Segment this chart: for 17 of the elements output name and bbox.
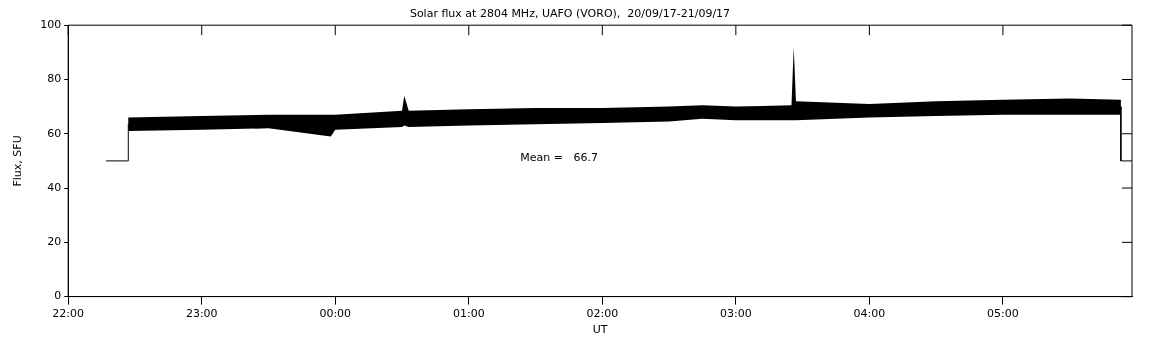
y-tick-label: 60 — [47, 126, 62, 140]
y-axis-title: Flux, SFU — [11, 135, 25, 187]
y-tick-label: 100 — [40, 18, 62, 32]
x-tick-label: 04:00 — [853, 307, 886, 321]
x-axis-title: UT — [592, 323, 608, 337]
y-tick-label: 0 — [54, 289, 62, 303]
x-tick-label: 01:00 — [452, 307, 485, 321]
x-tick-label: 00:00 — [319, 307, 352, 321]
chart-title: Solar flux at 2804 MHz, UAFO (VORO), 20/09/17-21/09/17 — [409, 7, 731, 21]
x-tick-label: 22:00 — [52, 307, 85, 321]
x-tick-label: 05:00 — [987, 307, 1019, 321]
y-tick-label: 20 — [47, 235, 62, 249]
y-tick-label: 40 — [47, 180, 62, 194]
x-tick-label: 03:00 — [720, 307, 752, 321]
y-tick-label: 80 — [47, 72, 62, 86]
x-tick-label: 02:00 — [586, 307, 619, 321]
x-tick-label: 23:00 — [185, 307, 218, 321]
